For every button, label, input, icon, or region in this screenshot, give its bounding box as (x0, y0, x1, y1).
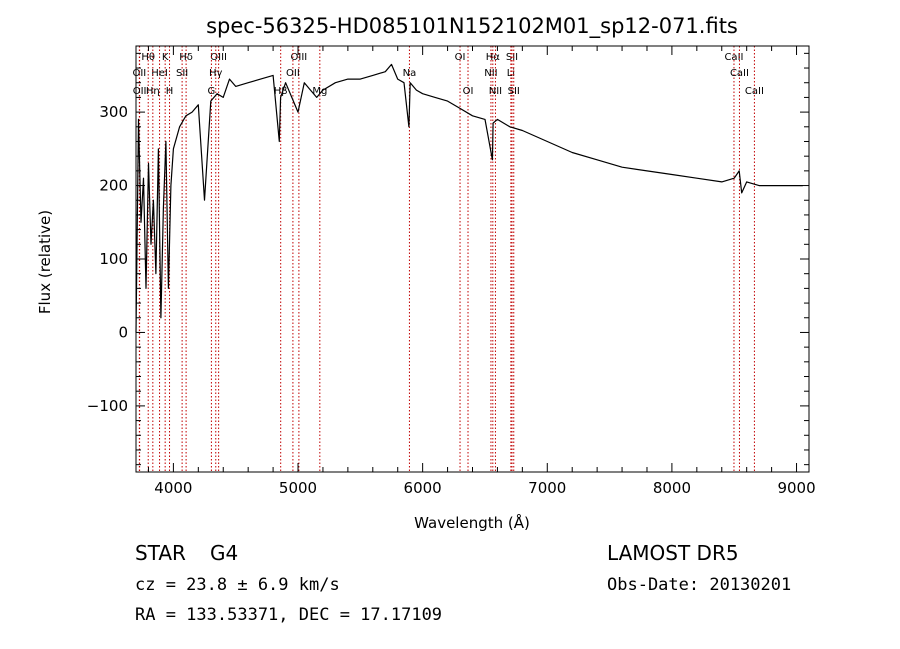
spectral-line-label: Hγ (209, 68, 223, 79)
spectral-line-label: CaII (724, 52, 743, 63)
spectral-line-label: Hθ (141, 52, 155, 63)
y-tick-label: 0 (118, 323, 128, 341)
x-tick-label: 7000 (528, 479, 566, 497)
plot-frame (135, 45, 810, 473)
spectral-line-label: CaII (745, 86, 764, 97)
spectral-line-label: OIII (291, 52, 308, 63)
spectral-line-label: HeI (151, 68, 168, 79)
spectral-line-label: NII (489, 86, 502, 97)
spectral-line-label: Hα (486, 52, 501, 63)
spectral-line-label: Li (507, 68, 515, 79)
spectral-line-label: SII (176, 68, 188, 79)
spectral-line-label: CaII (730, 68, 749, 79)
x-tick-label: 5000 (279, 479, 317, 497)
chart-title: spec-56325-HD085101N152102M01_sp12-071.f… (206, 14, 738, 39)
observation-date: Obs-Date: 20130201 (607, 575, 791, 595)
object-subclass: G4 (210, 541, 238, 565)
spectral-line-label: K (162, 52, 169, 63)
y-tick-label: 300 (99, 103, 128, 121)
plot-border (135, 45, 810, 473)
x-tick-label: 6000 (404, 479, 442, 497)
spectral-line-label: OIII (210, 52, 227, 63)
spectral-line-label: OI (463, 86, 474, 97)
spectral-line-label: SII (506, 52, 518, 63)
spectral-line-label: SII (508, 86, 520, 97)
coordinates-info: RA = 133.53371, DEC = 17.17109 (135, 605, 442, 625)
spectral-line-label: Mg (312, 86, 327, 97)
spectral-line-label: OII (133, 86, 147, 97)
spectral-line-label: Hδ (179, 52, 193, 63)
y-tick-label: 200 (99, 177, 128, 195)
spectral-line-label: G (208, 86, 216, 97)
spectral-line-label: OI (455, 52, 466, 63)
x-axis-ticks: 4000 5000 6000 7000 8000 9000 (147, 46, 816, 497)
spectral-line-label: H (166, 86, 174, 97)
spectral-line-label: NII (484, 68, 497, 79)
spectral-line-label: Hβ (274, 86, 288, 97)
spectral-line-label: Na (403, 68, 417, 79)
object-class: STAR (135, 541, 186, 565)
x-tick-label: 8000 (653, 479, 691, 497)
y-axis-label: Flux (relative) (36, 210, 54, 314)
x-tick-label: 4000 (154, 479, 192, 497)
y-tick-label: 100 (99, 250, 128, 268)
spectrum-line (135, 63, 803, 333)
y-tick-label: −100 (87, 397, 128, 415)
redshift-info: cz = 23.8 ± 6.9 km/s (135, 575, 340, 595)
spectral-line-label: OII (132, 68, 146, 79)
x-axis-label: Wavelength (Å) (414, 513, 530, 532)
spectral-line-label: OII (286, 68, 300, 79)
survey-name: LAMOST DR5 (607, 541, 739, 565)
series-layer (135, 63, 803, 333)
x-tick-label: 9000 (777, 479, 815, 497)
y-axis-ticks: −100 0 100 200 300 (87, 52, 809, 466)
spectral-line-label: Hη (146, 86, 160, 97)
